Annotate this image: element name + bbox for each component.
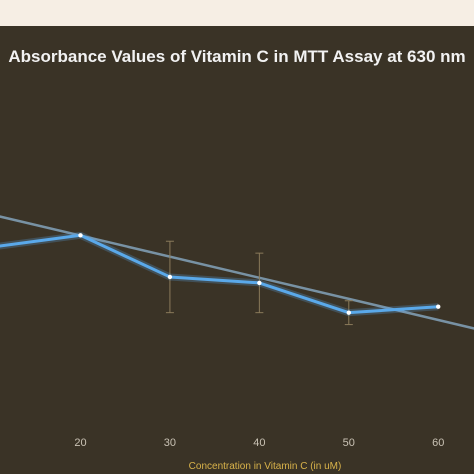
data-point [346, 310, 351, 315]
trendline [0, 215, 474, 330]
trendline-layer [0, 215, 474, 330]
series-line [0, 233, 439, 315]
series-layer [0, 231, 441, 317]
series-line-glow [0, 231, 439, 317]
data-point [167, 274, 173, 280]
x-tick-labels: 20 30 40 50 60 [74, 437, 444, 449]
x-tick-label: 50 [343, 437, 355, 449]
chart-title: Absorbance Values of Vitamin C in MTT As… [8, 47, 465, 66]
x-axis-label: Concentration in Vitamin C (in uM) [189, 461, 342, 472]
x-tick-label: 60 [432, 437, 444, 449]
x-tick-label: 30 [164, 437, 176, 449]
x-tick-label: 40 [253, 437, 265, 449]
data-point [78, 233, 83, 238]
x-tick-label: 20 [74, 437, 86, 449]
data-point [436, 304, 441, 309]
top-strip [0, 0, 474, 26]
data-point [257, 280, 262, 286]
chart-svg: Absorbance Values of Vitamin C in MTT As… [0, 47, 474, 472]
